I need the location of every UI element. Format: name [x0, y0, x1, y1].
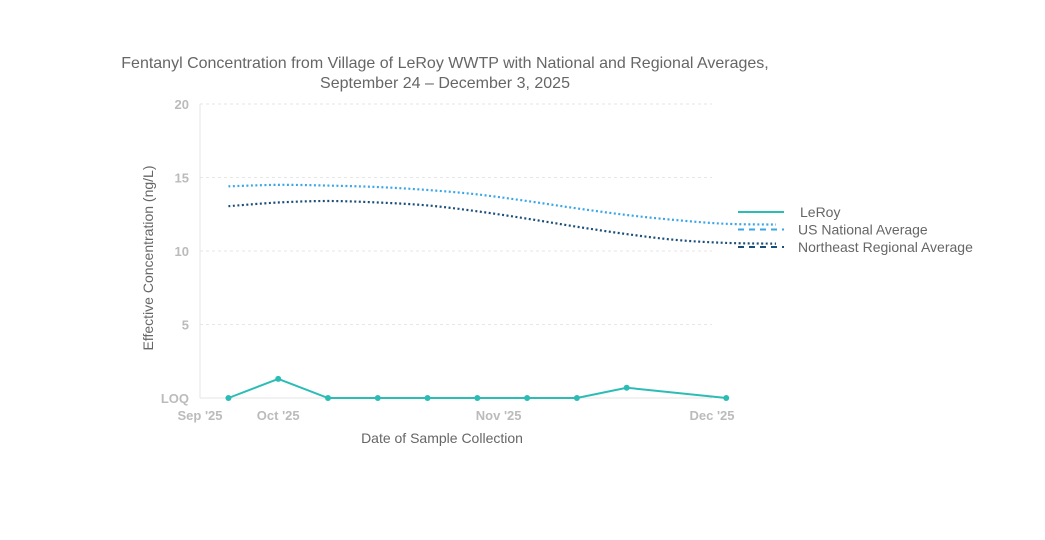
data-point-leroy[interactable]	[275, 375, 282, 382]
y-axis-label: Effective Concentration (ng/L)	[140, 166, 156, 351]
x-tick-label: Oct '25	[257, 408, 300, 423]
data-point-leroy[interactable]	[474, 395, 481, 401]
y-tick-label: 10	[175, 244, 189, 259]
x-tick-label: Dec '25	[689, 408, 734, 423]
legend-label-northeast-regional-average[interactable]: Northeast Regional Average	[798, 239, 973, 255]
data-point-leroy[interactable]	[573, 395, 580, 401]
grid-lines	[200, 103, 712, 325]
x-axis-label: Date of Sample Collection	[361, 430, 523, 446]
y-tick-label: 5	[182, 318, 189, 333]
series-line-leroy	[228, 377, 727, 399]
x-axis-ticks: Sep '25 Oct '25 Nov '25 Dec '25	[177, 408, 734, 423]
x-tick-label: Nov '25	[476, 408, 522, 423]
data-point-leroy[interactable]	[225, 395, 232, 401]
series-line-us-national-average	[228, 183, 777, 226]
data-point-leroy[interactable]	[623, 384, 630, 391]
legend-label-us-national-average[interactable]: US National Average	[798, 222, 928, 238]
data-point-leroy[interactable]	[374, 395, 381, 401]
chart-title: Fentanyl Concentration from Village of L…	[121, 55, 768, 72]
series-layer	[225, 183, 777, 401]
x-tick-label: Sep '25	[177, 408, 222, 423]
data-point-leroy[interactable]	[524, 395, 531, 401]
y-tick-label: 15	[175, 171, 189, 186]
data-point-leroy[interactable]	[325, 395, 331, 401]
data-point-leroy[interactable]	[723, 395, 730, 401]
series-line-northeast-regional-average	[228, 199, 777, 245]
data-point-leroy[interactable]	[424, 395, 431, 401]
y-tick-label: 20	[175, 97, 189, 112]
legend-label-leroy[interactable]: LeRoy	[800, 204, 840, 220]
chart-subtitle: September 24 – December 3, 2025	[320, 75, 570, 92]
y-axis-ticks: LOQ 5 10 15 20	[161, 97, 189, 406]
y-tick-label: LOQ	[161, 391, 189, 406]
